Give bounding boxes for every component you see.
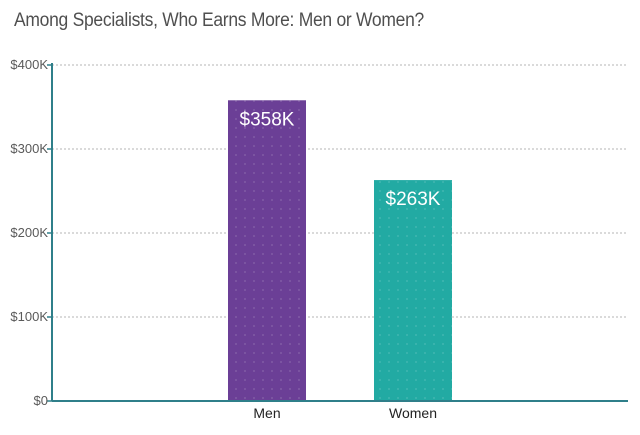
y-tick-label: $400K xyxy=(10,57,48,72)
category-label-women: Women xyxy=(389,405,437,421)
y-tick-label: $200K xyxy=(10,225,48,240)
bar-texture xyxy=(374,180,452,401)
category-labels: Men Women xyxy=(253,405,437,421)
bar-texture xyxy=(228,100,306,401)
data-label-men: $358K xyxy=(240,109,295,130)
y-axis-ticks: $0 $100K $200K $300K $400K xyxy=(10,57,52,408)
chart-title: Among Specialists, Who Earns More: Men o… xyxy=(14,10,425,31)
gridlines xyxy=(52,64,628,318)
bars xyxy=(228,100,452,401)
y-tick-label: $300K xyxy=(10,141,48,156)
y-tick-label: $100K xyxy=(10,309,48,324)
data-labels: $358K $263K xyxy=(240,109,441,210)
category-label-men: Men xyxy=(253,405,280,421)
data-label-women: $263K xyxy=(386,189,441,210)
axes xyxy=(51,63,628,402)
y-tick-label: $0 xyxy=(34,393,48,408)
